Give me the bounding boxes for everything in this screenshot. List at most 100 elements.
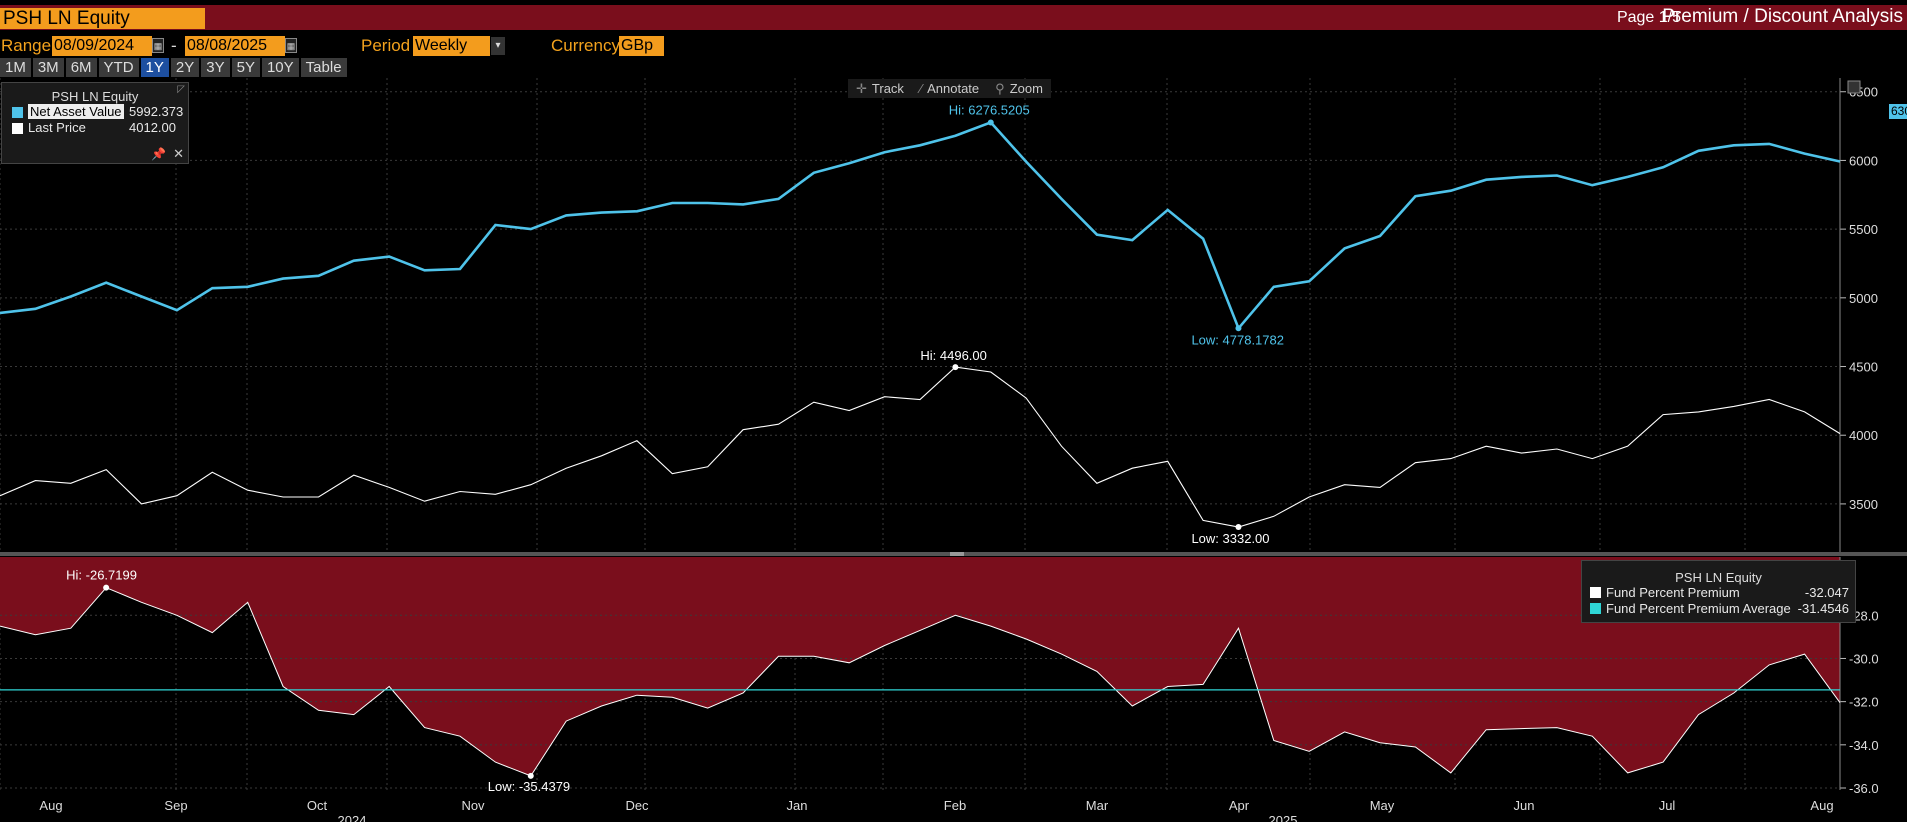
- end-date-input[interactable]: 08/08/2025: [185, 36, 285, 56]
- legend-item-label: Fund Percent Premium: [1606, 585, 1740, 600]
- y-tick-label: -32.0: [1849, 695, 1879, 710]
- premium-high-label-marker: [103, 584, 110, 591]
- price-legend[interactable]: PSH LN Equity Net Asset Value 5992.373 L…: [1, 82, 189, 164]
- magnifier-icon: ⚲: [995, 81, 1005, 96]
- nav-low-label-marker: [1235, 325, 1242, 332]
- pin-icon[interactable]: 📌: [151, 147, 166, 161]
- end-calendar-icon[interactable]: ▦: [285, 38, 297, 53]
- premium-low-label-marker: [527, 772, 534, 779]
- x-tick-label: Nov: [461, 798, 485, 813]
- range-button-6m[interactable]: 6M: [65, 58, 97, 77]
- legend-item-label: Last Price: [28, 120, 86, 135]
- range-button-1m[interactable]: 1M: [0, 58, 31, 77]
- x-tick-label: May: [1370, 798, 1395, 813]
- legend-swatch: [1590, 587, 1601, 598]
- y-tick-label: 3500: [1849, 497, 1878, 512]
- x-tick-label: Mar: [1086, 798, 1109, 813]
- y-tick-label: 6000: [1849, 153, 1878, 168]
- legend-item-value: 5992.373: [129, 104, 184, 119]
- ticker-field[interactable]: PSH LN Equity: [0, 8, 205, 29]
- legend-item-premium[interactable]: Fund Percent Premium -32.047: [1590, 585, 1855, 601]
- legend-item-label: Net Asset Value: [28, 104, 124, 119]
- currency-select[interactable]: GBp: [619, 36, 664, 56]
- legend-swatch: [1590, 603, 1601, 614]
- range-button-10y[interactable]: 10Y: [261, 58, 299, 77]
- premium-low-label: Low: -35.4379: [488, 779, 570, 794]
- legend-swatch: [12, 107, 23, 118]
- title-bar: [0, 5, 1907, 30]
- page-indicator: Page 1/5: [1616, 9, 1681, 26]
- legend-title: PSH LN Equity: [51, 89, 139, 104]
- legend-swatch: [12, 123, 23, 134]
- function-title: Premium / Discount Analysis: [1662, 6, 1903, 27]
- range-button-5y[interactable]: 5Y: [231, 58, 260, 77]
- price-low-label-marker: [1235, 523, 1242, 530]
- year-label: 2025: [1269, 813, 1298, 822]
- table-button[interactable]: Table: [300, 58, 347, 77]
- nav-high-label: Hi: 6276.5205: [949, 102, 1030, 117]
- price-low-label: Low: 3332.00: [1191, 531, 1269, 546]
- x-tick-label: Aug: [39, 798, 62, 813]
- nav-high-label-marker: [987, 119, 994, 126]
- y-tick-label: 4500: [1849, 360, 1878, 375]
- y-tick-label: -36.0: [1849, 781, 1879, 796]
- nav-line: [0, 120, 1841, 331]
- x-tick-label: Jan: [787, 798, 808, 813]
- premium-legend[interactable]: PSH LN Equity Fund Percent Premium -32.0…: [1581, 560, 1856, 623]
- chart-toolbar: ✛ Track ⁄ Annotate ⚲ Zoom: [848, 79, 1051, 98]
- start-date-input[interactable]: 08/09/2024: [52, 36, 152, 56]
- x-tick-label: Apr: [1229, 798, 1250, 813]
- resize-icon[interactable]: ◸: [177, 84, 185, 95]
- range-button-2y[interactable]: 2Y: [170, 58, 200, 77]
- range-button-3y[interactable]: 3Y: [201, 58, 230, 77]
- year-label: 2024: [338, 813, 367, 822]
- nav-low-label: Low: 4778.1782: [1191, 332, 1284, 347]
- range-button-row: 1M 3M 6M YTD 1Y 2Y 3Y 5Y 10Y Table: [0, 58, 347, 77]
- y-tick-label: -34.0: [1849, 738, 1879, 753]
- legend-item-last-price[interactable]: Last Price 4012.00: [12, 120, 188, 136]
- pencil-icon: ⁄: [919, 81, 923, 96]
- y-tick-label: 4000: [1849, 428, 1878, 443]
- last-value-tag: 6306.113: [1889, 104, 1907, 119]
- currency-label: Currency: [551, 36, 620, 55]
- x-tick-label: Oct: [307, 798, 328, 813]
- date-separator: -: [171, 36, 177, 55]
- crosshair-icon: ✛: [856, 81, 867, 96]
- y-tick-label: -30.0: [1849, 651, 1879, 666]
- x-tick-label: Jul: [1659, 798, 1676, 813]
- premium-high-label: Hi: -26.7199: [66, 568, 137, 583]
- legend-item-value: -31.4546: [1797, 601, 1849, 616]
- legend-item-nav[interactable]: Net Asset Value 5992.373: [12, 104, 188, 120]
- legend-item-value: -32.047: [1804, 585, 1849, 600]
- x-tick-label: Feb: [944, 798, 966, 813]
- legend-item-premium-avg[interactable]: Fund Percent Premium Average -31.4546: [1590, 601, 1855, 617]
- range-label: Range: [1, 36, 52, 55]
- y-tick-label: 5000: [1849, 291, 1878, 306]
- price-high-label-marker: [952, 364, 959, 371]
- price-high-label: Hi: 4496.00: [920, 348, 987, 363]
- premium-area: [0, 557, 1840, 776]
- premium-line: [0, 587, 1841, 777]
- y-tick-label: 5500: [1849, 222, 1878, 237]
- start-calendar-icon[interactable]: ▦: [152, 38, 164, 53]
- range-button-ytd[interactable]: YTD: [98, 58, 139, 77]
- x-tick-label: Dec: [625, 798, 649, 813]
- period-label: Period: [361, 36, 411, 55]
- x-tick-label: Jun: [1514, 798, 1535, 813]
- range-button-3m[interactable]: 3M: [32, 58, 64, 77]
- panel-resize-handle: [950, 552, 964, 556]
- chevron-down-icon[interactable]: ▾: [491, 37, 505, 55]
- period-select[interactable]: Weekly: [413, 36, 490, 56]
- close-icon[interactable]: ✕: [173, 146, 184, 161]
- legend-item-value: 4012.00: [129, 120, 176, 135]
- legend-title: PSH LN Equity: [1675, 570, 1762, 585]
- zoom-tool[interactable]: ⚲ Zoom: [995, 81, 1043, 96]
- last-price-line: [0, 366, 1841, 528]
- annotate-tool[interactable]: ⁄ Annotate: [919, 81, 980, 96]
- legend-item-label: Fund Percent Premium Average: [1606, 601, 1791, 616]
- range-button-1y[interactable]: 1Y: [140, 58, 169, 77]
- x-tick-label: Sep: [164, 798, 187, 813]
- y-tick-label: -28.0: [1849, 608, 1879, 623]
- track-tool[interactable]: ✛ Track: [856, 81, 904, 96]
